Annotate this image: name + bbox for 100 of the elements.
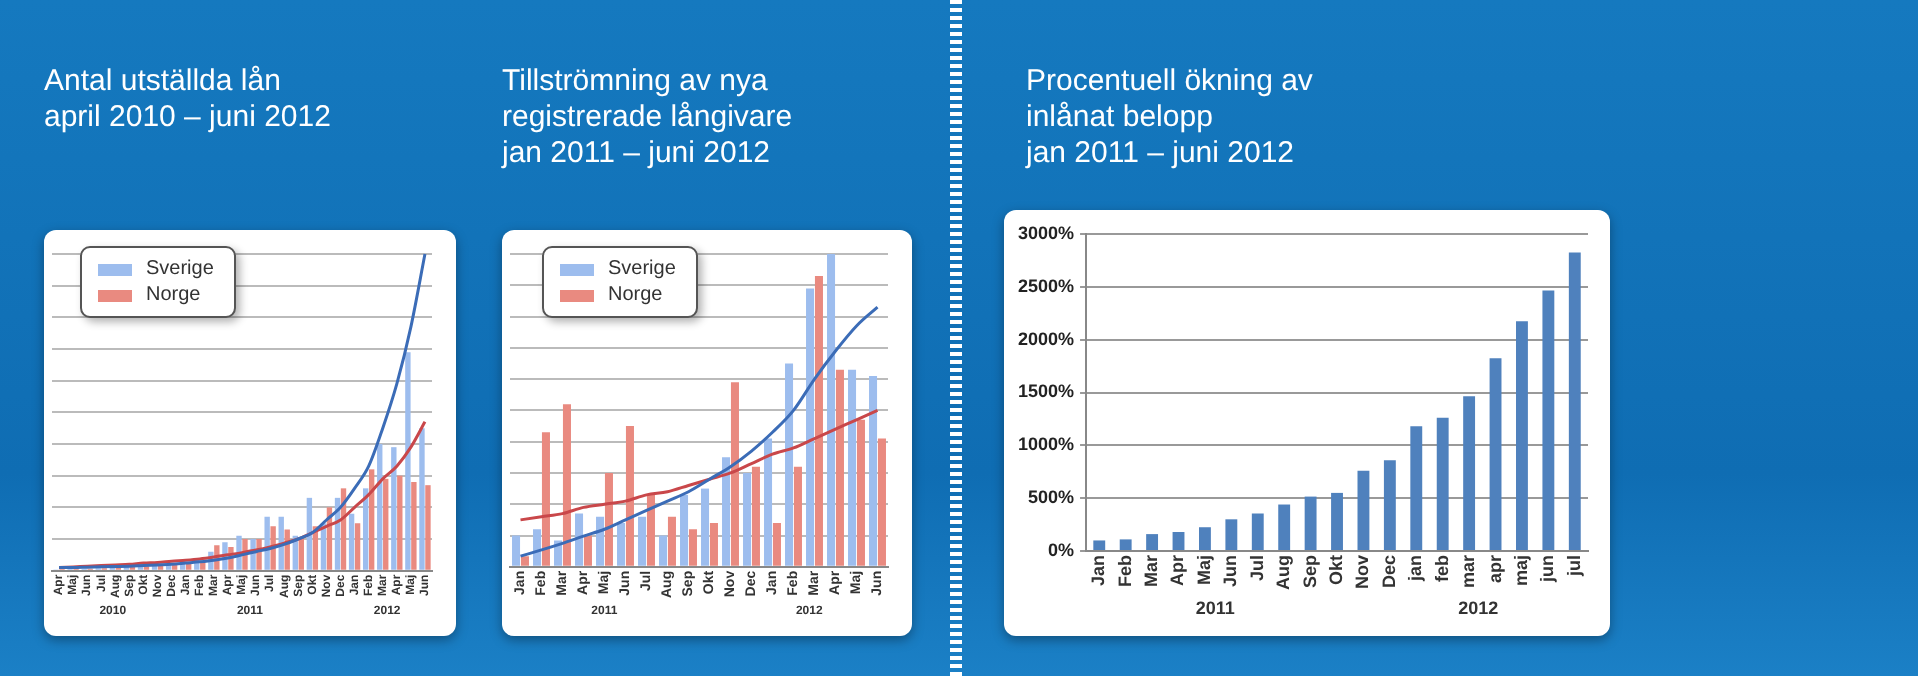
bar — [512, 535, 521, 566]
x-tick-label: apr — [1484, 554, 1505, 584]
bar — [835, 369, 844, 566]
x-tick-label: feb — [1431, 554, 1452, 583]
bar — [814, 275, 823, 566]
y-tick-label: 3000% — [1017, 222, 1075, 243]
chart-title: Tillströmning av nya registrerade långivare jan 2011 – juni 2012 — [502, 64, 793, 172]
bar — [806, 288, 815, 566]
bar — [730, 382, 739, 566]
bar — [1278, 504, 1291, 551]
bar — [785, 363, 794, 566]
bar — [722, 457, 731, 566]
y-tick-label: 1000% — [1017, 434, 1075, 455]
x-tick-label: Feb — [1114, 554, 1135, 588]
bar — [856, 419, 865, 566]
bar — [743, 472, 752, 566]
bar — [877, 438, 886, 566]
bar — [1542, 290, 1555, 551]
bar — [383, 478, 389, 570]
bar — [638, 516, 647, 566]
bar — [520, 556, 529, 566]
x-tick-label: Mar — [1141, 554, 1162, 588]
x-tick-label: jul — [1563, 555, 1584, 579]
bar — [596, 516, 605, 566]
y-tick-label: 1500% — [1017, 381, 1075, 402]
bar — [848, 369, 857, 566]
bar — [348, 513, 355, 570]
bar — [1119, 539, 1132, 551]
bar — [1568, 252, 1581, 551]
bar — [659, 535, 668, 566]
bar — [680, 494, 689, 566]
bar — [1516, 321, 1528, 551]
x-tick-label: Jun — [1220, 555, 1241, 588]
x-tick-label: Jul — [1246, 555, 1267, 582]
bar — [1146, 534, 1159, 551]
x-tick-label: Dec — [1378, 555, 1399, 589]
x-tick-label: Maj — [1193, 555, 1214, 586]
x-tick-label: Aug — [1273, 555, 1294, 591]
bar — [1463, 396, 1476, 551]
chart-title: Procentuell ökning av inlånat belopp jan 2011 – juni 2012 — [1026, 64, 1313, 172]
y-tick-label: 2000% — [1017, 328, 1075, 349]
text: 2012 — [1458, 598, 1499, 618]
bar — [869, 375, 878, 566]
bar — [425, 485, 431, 570]
text: 2011 — [1195, 598, 1235, 618]
bar — [1489, 358, 1502, 551]
bar — [751, 466, 760, 566]
bar — [709, 523, 718, 566]
chart-title: Antal utställda lån april 2010 – juni 2012 — [44, 64, 331, 136]
x-tick-label: Nov — [1352, 555, 1373, 590]
bar — [533, 529, 542, 566]
legend-label: Norge — [608, 284, 663, 306]
bar — [264, 516, 270, 570]
bar — [604, 472, 613, 566]
bar — [391, 447, 397, 570]
bar — [1093, 540, 1106, 551]
bar — [583, 535, 592, 566]
bar — [772, 523, 781, 566]
bar — [827, 254, 836, 566]
bar — [688, 529, 697, 566]
bar — [1225, 519, 1238, 551]
legend-label: Sverige — [608, 258, 676, 280]
x-tick-label: Sep — [1299, 554, 1320, 589]
bar — [764, 438, 773, 566]
y-tick-label: 2500% — [1017, 275, 1075, 296]
x-tick-label: Apr — [1167, 554, 1188, 587]
bar — [411, 482, 417, 570]
bar — [1383, 460, 1396, 551]
bar — [562, 404, 571, 566]
x-tick-label: Okt — [1325, 555, 1346, 586]
bar — [575, 513, 584, 566]
legend-label: Norge — [146, 284, 201, 306]
bar — [701, 488, 710, 566]
bar — [1251, 513, 1264, 551]
x-tick-label: Jan — [1088, 555, 1109, 587]
bar — [397, 475, 403, 570]
bar — [646, 494, 655, 566]
bar — [617, 523, 626, 566]
bar — [667, 516, 676, 566]
bar — [625, 426, 634, 566]
legend-label: Sverige — [146, 258, 214, 280]
bar — [354, 523, 361, 570]
bar — [419, 428, 425, 570]
bar — [1436, 417, 1449, 551]
x-tick-label: jan — [1405, 555, 1426, 584]
bar — [298, 539, 304, 570]
x-tick-label: maj — [1510, 555, 1531, 587]
y-tick-label: 0% — [1048, 539, 1075, 560]
bar — [1172, 531, 1185, 551]
bar — [541, 432, 550, 566]
bar — [1410, 426, 1423, 551]
x-tick-label: mar — [1458, 554, 1479, 589]
bar — [793, 466, 802, 566]
x-tick-label: jun — [1537, 555, 1558, 585]
bar — [405, 352, 411, 570]
bar — [1357, 470, 1370, 551]
bar — [1304, 496, 1317, 551]
y-tick-label: 500% — [1027, 487, 1075, 508]
bar — [1198, 527, 1211, 551]
bar — [1331, 492, 1343, 551]
